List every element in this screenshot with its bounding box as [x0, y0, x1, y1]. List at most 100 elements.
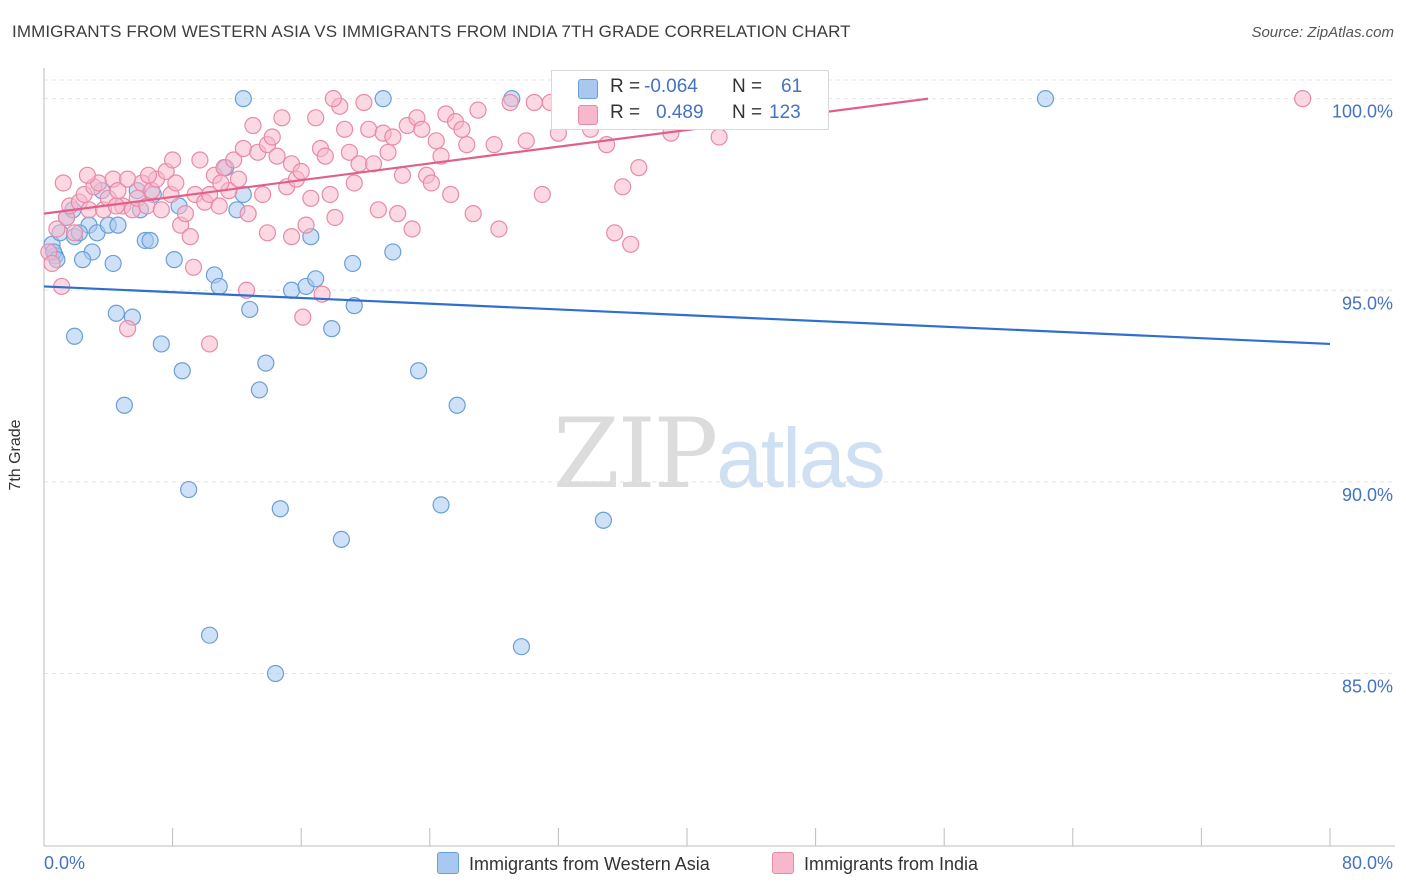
point-india	[324, 90, 342, 108]
point-india	[200, 185, 219, 204]
point-india	[606, 224, 624, 242]
point-india	[630, 159, 648, 177]
r-value: 0.489	[656, 102, 704, 123]
y-tick-label: 85.0%	[1342, 677, 1393, 697]
point-western-asia	[1036, 90, 1055, 108]
point-india	[181, 228, 199, 246]
x-tick-label: 80.0%	[1342, 853, 1393, 873]
point-western-asia	[173, 362, 191, 380]
chart-title: IMMIGRANTS FROM WESTERN ASIA VS IMMIGRAN…	[12, 22, 851, 41]
gridlines	[44, 79, 1395, 675]
r-value: -0.064	[644, 76, 698, 97]
point-western-asia	[344, 254, 362, 273]
point-india	[469, 101, 487, 119]
point-india	[258, 224, 277, 242]
n-label: N =	[732, 76, 763, 97]
point-india	[80, 201, 98, 219]
axes	[43, 68, 1395, 847]
point-india	[379, 143, 397, 161]
point-india	[360, 120, 378, 138]
point-india	[167, 174, 185, 192]
point-india	[321, 185, 339, 204]
point-india	[225, 151, 243, 169]
point-western-asia	[65, 327, 84, 345]
point-western-asia	[374, 90, 392, 108]
point-india	[307, 109, 325, 127]
point-india	[326, 208, 344, 227]
point-western-asia	[323, 320, 341, 338]
point-india	[229, 170, 248, 188]
point-western-asia	[234, 90, 252, 108]
point-india	[453, 120, 471, 138]
point-india	[355, 93, 373, 112]
point-western-asia	[409, 362, 428, 380]
point-india	[273, 109, 291, 127]
point-india	[517, 132, 535, 150]
point-india	[533, 185, 551, 204]
point-western-asia	[448, 396, 466, 414]
point-western-asia	[432, 496, 450, 514]
point-india	[336, 120, 354, 138]
point-india	[389, 205, 407, 223]
point-india	[191, 151, 209, 169]
point-india	[210, 197, 228, 215]
point-india	[294, 308, 312, 326]
r-label: R =	[610, 76, 641, 97]
legend-item-western-asia[interactable]: Immigrants from Western Asia	[437, 852, 710, 875]
point-india	[464, 205, 482, 223]
point-india	[384, 128, 402, 146]
point-india	[432, 147, 450, 165]
point-western-asia	[109, 216, 127, 234]
point-india	[176, 205, 195, 223]
point-india	[302, 189, 320, 207]
point-india	[345, 174, 363, 192]
point-western-asia	[241, 300, 259, 319]
point-western-asia	[115, 396, 133, 414]
point-india	[118, 170, 137, 188]
point-western-asia	[180, 480, 198, 499]
point-western-asia	[210, 277, 228, 296]
point-india	[164, 151, 182, 169]
point-india	[184, 258, 203, 276]
tick-labels: 85.0% 90.0% 95.0% 100.0% 0.0% 80.0%	[44, 102, 1393, 873]
stats-row-india: R = 0.489 N = 123	[552, 101, 828, 127]
point-western-asia	[257, 354, 275, 372]
point-india	[263, 128, 281, 146]
point-india	[254, 185, 272, 204]
point-india	[234, 139, 252, 158]
series-western-asia	[43, 90, 1055, 683]
watermark-zip: ZIP	[553, 398, 718, 510]
legend-swatch-western-asia	[437, 852, 459, 874]
point-india	[139, 166, 158, 184]
stats-legend: R = -0.064 N = 61 R = 0.489 N = 123	[551, 70, 829, 130]
point-india	[403, 220, 421, 238]
n-value: 123	[769, 102, 801, 123]
point-western-asia	[152, 335, 170, 353]
point-india	[710, 128, 728, 146]
point-western-asia	[345, 297, 363, 315]
point-india	[316, 147, 334, 165]
point-western-asia	[282, 281, 301, 299]
legend-swatch-india	[772, 852, 794, 874]
trend-line-western-asia	[43, 285, 1331, 346]
swatch-western-asia	[578, 79, 598, 99]
point-western-asia	[307, 270, 325, 288]
point-india	[350, 155, 368, 173]
legend-item-india[interactable]: Immigrants from India	[772, 852, 978, 875]
point-india	[65, 224, 84, 242]
stats-row-western-asia: R = -0.064 N = 61	[552, 75, 828, 101]
r-label: R =	[610, 102, 641, 123]
point-western-asia	[332, 530, 350, 548]
point-india	[442, 185, 460, 204]
point-india	[1294, 90, 1312, 108]
n-value: 61	[781, 76, 803, 97]
point-india	[212, 174, 230, 192]
point-western-asia	[384, 243, 402, 261]
point-india	[244, 116, 262, 135]
point-india	[485, 136, 503, 154]
point-india	[525, 93, 543, 112]
point-india	[369, 201, 387, 219]
source-label: Source: ZipAtlas.com	[1251, 24, 1394, 41]
point-western-asia	[73, 251, 92, 269]
point-india	[422, 174, 441, 192]
